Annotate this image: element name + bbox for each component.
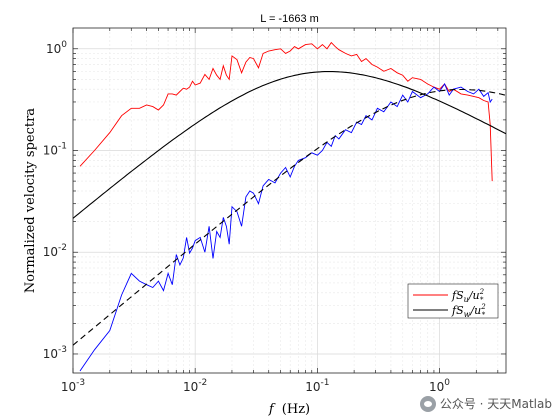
- series-line-fs-w-u---2: [79, 83, 493, 372]
- grid: [72, 28, 506, 373]
- x-tick-label: 10-2: [183, 378, 207, 394]
- x-tick-label: 10-1: [305, 378, 329, 394]
- y-tick-label: 10-3: [43, 345, 67, 361]
- series-layer: [73, 41, 506, 372]
- x-axis-label: f (Hz): [268, 402, 310, 417]
- watermark-text: 公众号 · 天天Matlab: [439, 397, 552, 411]
- watermark: 公众号 · 天天Matlab: [419, 395, 552, 412]
- y-tick-label: 100: [46, 40, 67, 56]
- plot-frame: [72, 27, 507, 374]
- legend-box: [407, 283, 499, 319]
- series-line-fs-u-u---2: [79, 41, 493, 182]
- series-line-model-u: [73, 70, 506, 219]
- x-tick-label: 10-3: [61, 378, 85, 394]
- series-line-model-w: [73, 88, 506, 346]
- y-tick-label: 10-2: [43, 243, 67, 259]
- legend: fSu/u2 *fSw/u2 *: [407, 283, 499, 319]
- x-tick-label: 100: [429, 378, 450, 394]
- wechat-icon: [419, 395, 436, 412]
- legend-label: fSw/u2 *: [451, 303, 486, 319]
- y-axis-label: Normalized velocity spectra: [23, 108, 38, 293]
- tick-layer: 10-3 10-2 10-1 100 10-3 10-2 10-1 100: [43, 28, 506, 394]
- chart-title: L = -1663 m: [260, 13, 319, 25]
- x-axis-unit: (Hz): [282, 402, 310, 417]
- y-tick-label: 10-1: [43, 141, 67, 157]
- x-axis-variable: f: [268, 402, 276, 417]
- legend-label: fSu/u2 *: [451, 288, 485, 304]
